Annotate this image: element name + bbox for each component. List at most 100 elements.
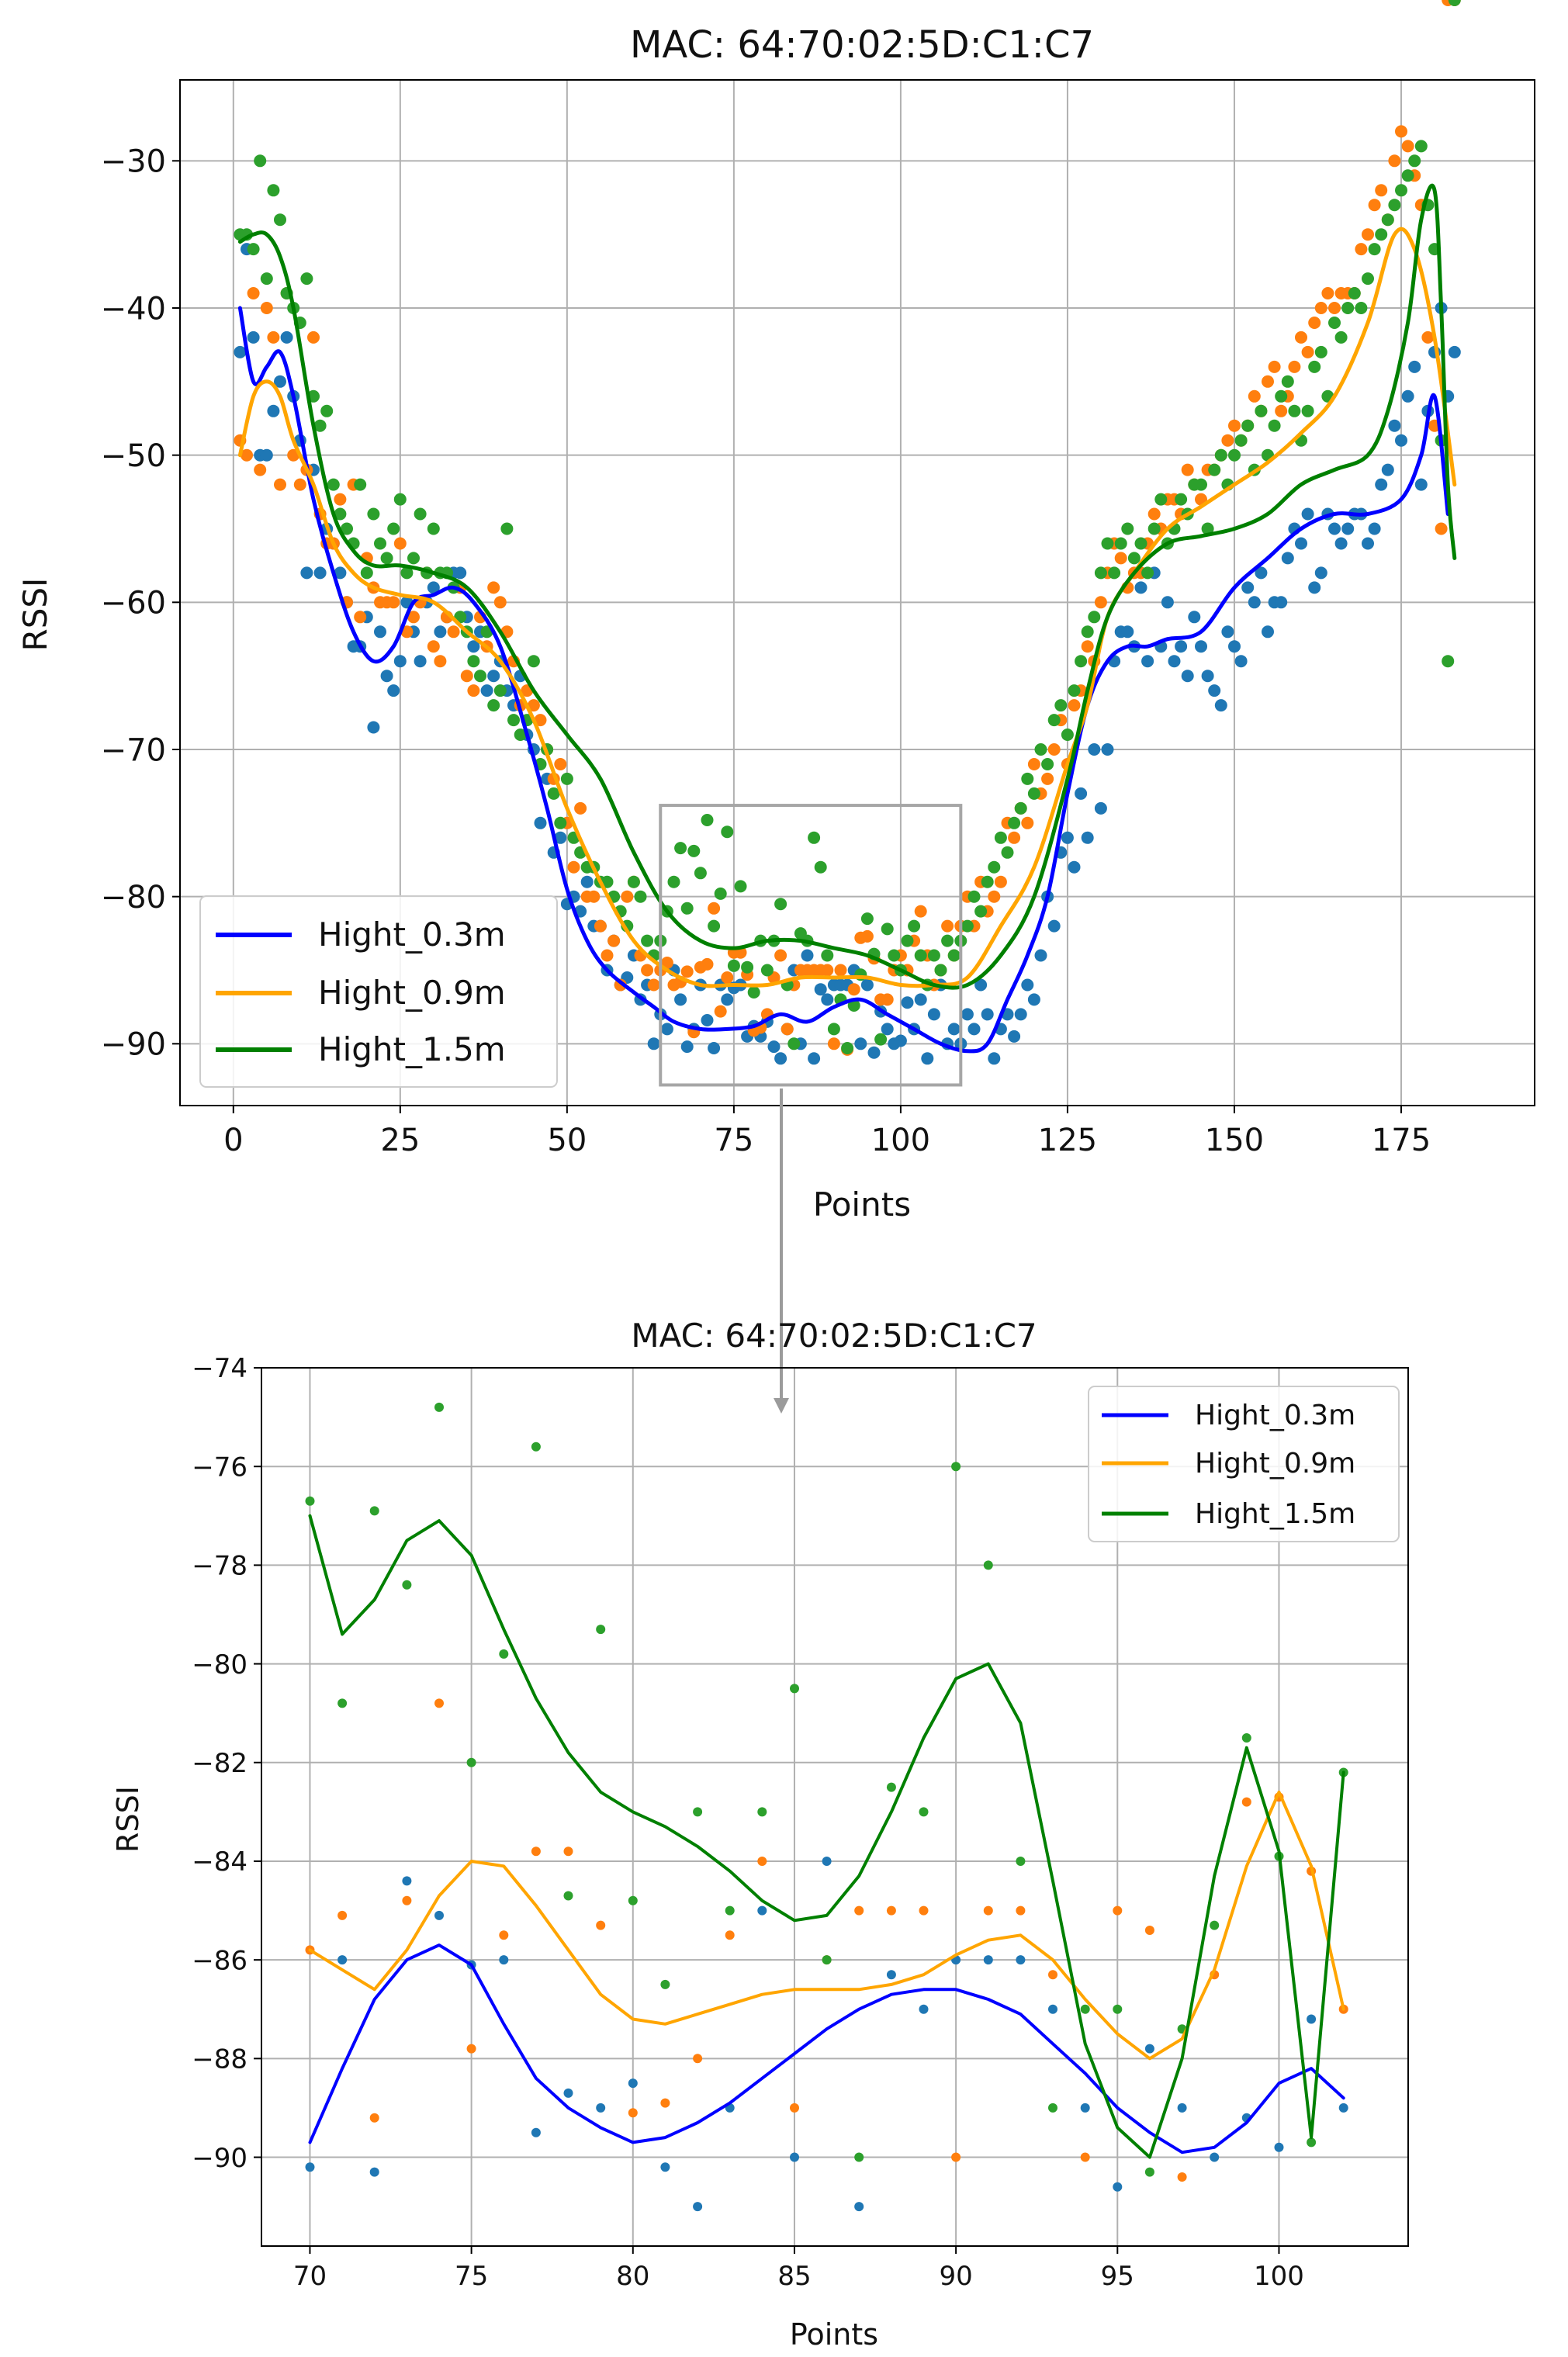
data-point: [927, 949, 940, 962]
data-point: [901, 934, 914, 947]
data-point: [961, 1008, 974, 1021]
data-point: [241, 448, 253, 462]
data-point: [320, 404, 334, 417]
data-point: [247, 287, 260, 299]
data-point: [721, 971, 734, 984]
legend-label-1: Hight_0.9m: [318, 974, 506, 1012]
data-point: [293, 478, 306, 491]
data-point: [687, 844, 701, 857]
series-points-2: [234, 0, 1461, 1054]
data-point: [1308, 317, 1321, 329]
data-point: [1014, 1008, 1027, 1021]
data-point: [307, 331, 320, 344]
data-point: [1221, 434, 1234, 447]
data-point: [1161, 596, 1174, 609]
legend-label-2: Hight_1.5m: [318, 1030, 506, 1068]
data-point: [988, 890, 1001, 903]
data-point: [1075, 787, 1088, 800]
y-tick-label: −90: [192, 2143, 247, 2174]
data-point: [1210, 2152, 1220, 2162]
data-point: [674, 842, 687, 855]
data-point: [1308, 360, 1321, 373]
data-point: [1301, 345, 1314, 358]
data-point: [267, 331, 280, 344]
data-point: [1134, 537, 1147, 550]
data-point: [974, 978, 988, 992]
x-axis-label: Points: [790, 2317, 878, 2352]
data-point: [714, 887, 727, 900]
data-point: [994, 875, 1007, 888]
data-point: [847, 983, 860, 996]
data-point: [560, 772, 573, 785]
data-point: [367, 507, 380, 521]
data-point: [466, 2044, 476, 2054]
data-point: [1027, 758, 1040, 770]
data-point: [701, 1014, 714, 1026]
data-point: [414, 507, 427, 521]
data-point: [527, 699, 540, 712]
x-tick-label: 25: [380, 1123, 420, 1158]
data-point: [594, 919, 607, 933]
data-point: [708, 919, 721, 933]
data-point: [821, 949, 834, 962]
data-point: [1016, 1955, 1026, 1965]
data-point: [1147, 522, 1161, 535]
data-point: [1442, 655, 1455, 668]
data-point: [1001, 846, 1014, 859]
data-point: [1375, 184, 1388, 197]
data-point: [300, 272, 313, 286]
data-point: [981, 875, 994, 888]
data-point: [374, 537, 386, 550]
data-point: [467, 684, 480, 697]
y-tick-label: −60: [101, 586, 166, 621]
data-point: [1080, 2004, 1090, 2014]
data-point: [1016, 1905, 1026, 1916]
data-point: [260, 302, 273, 314]
data-point: [827, 1037, 840, 1050]
data-point: [1195, 478, 1207, 491]
data-point: [854, 2152, 864, 2162]
data-point: [693, 2202, 703, 2212]
data-point: [499, 1649, 509, 1659]
data-point: [1435, 522, 1448, 535]
data-point: [1301, 507, 1314, 521]
data-point: [474, 670, 486, 683]
series-points-0: [305, 1857, 1348, 2212]
y-tick-label: −88: [192, 2044, 247, 2075]
data-point: [1080, 2103, 1090, 2113]
data-point: [641, 934, 654, 947]
data-point: [621, 890, 634, 903]
y-tick-label: −76: [192, 1452, 247, 1483]
x-tick-label: 75: [714, 1123, 753, 1158]
data-point: [1041, 758, 1054, 770]
data-point: [1234, 655, 1248, 668]
data-point: [1255, 404, 1268, 417]
y-tick-label: −84: [192, 1846, 247, 1878]
data-point: [860, 978, 874, 992]
data-point: [1281, 552, 1294, 565]
data-point: [354, 611, 367, 624]
data-point: [1134, 581, 1147, 594]
data-point: [680, 902, 694, 915]
data-point: [994, 831, 1007, 844]
data-point: [1348, 287, 1361, 299]
data-point: [1181, 670, 1194, 683]
chart-title: MAC: 64:70:02:5D:C1:C7: [630, 23, 1094, 67]
data-point: [1362, 228, 1374, 241]
data-point: [1048, 2103, 1057, 2113]
data-point: [596, 2103, 606, 2113]
data-point: [1154, 493, 1168, 506]
data-point: [919, 2004, 929, 2014]
data-point: [790, 2152, 799, 2162]
data-point: [563, 2088, 573, 2098]
data-point: [1014, 801, 1027, 815]
data-point: [1334, 331, 1348, 344]
data-point: [701, 814, 714, 826]
legend: Hight_0.3m Hight_0.9m Hight_1.5m: [1088, 1386, 1400, 1542]
data-point: [460, 670, 473, 683]
y-tick-label: −74: [192, 1353, 247, 1384]
data-point: [988, 1052, 1001, 1065]
data-point: [1228, 640, 1241, 653]
data-point: [881, 922, 894, 936]
y-axis-ticks: −30 −40 −50 −60 −70 −80 −90: [101, 144, 180, 1063]
